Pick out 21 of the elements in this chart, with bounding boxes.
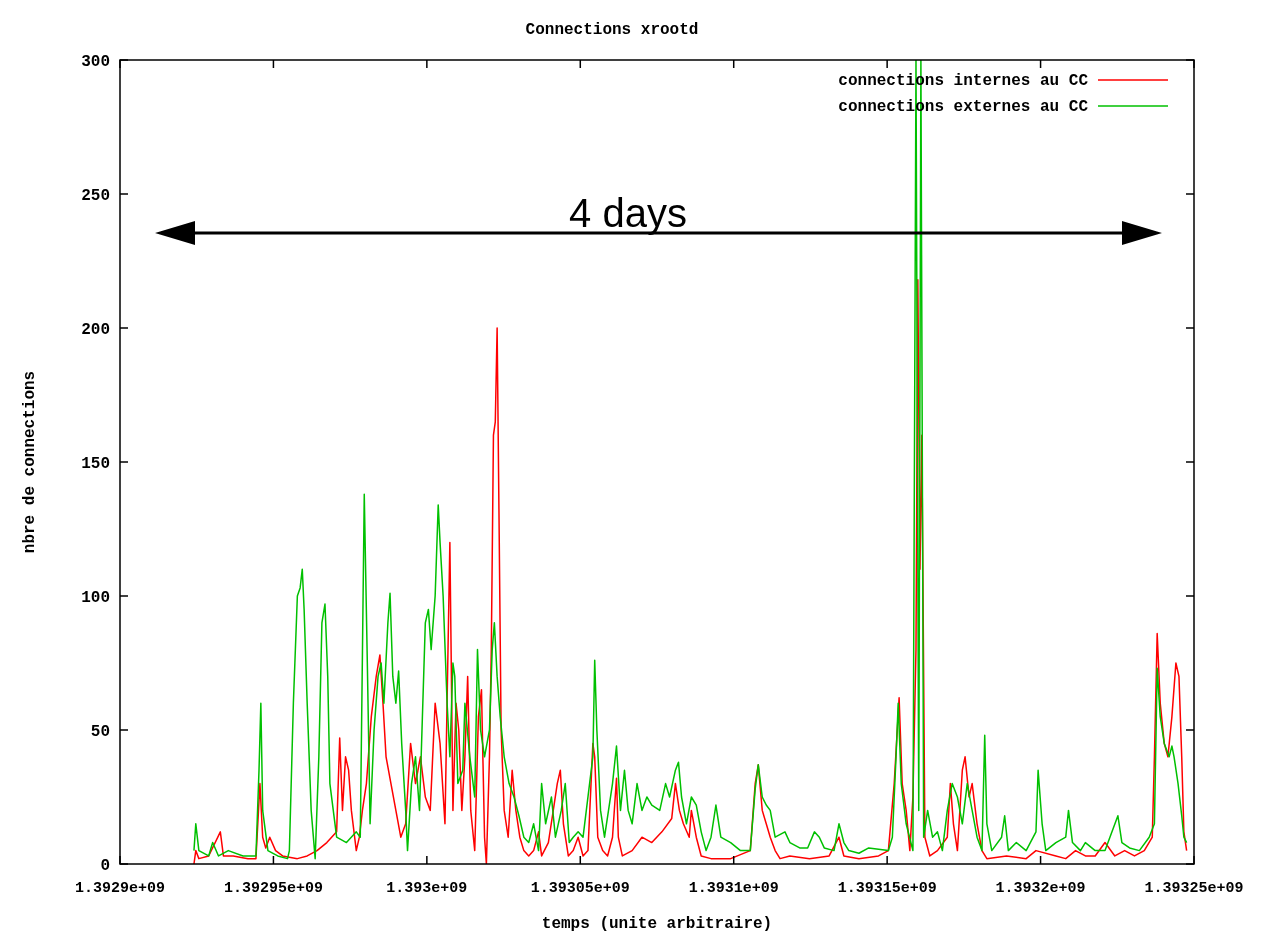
x-tick-label: 1.3931e+09 [688, 880, 779, 897]
y-tick-label: 0 [100, 857, 110, 875]
x-tick-label: 1.39295e+09 [223, 880, 323, 897]
x-tick-label: 1.3929e+09 [74, 880, 166, 897]
x-tick-label: 1.39315e+09 [837, 880, 937, 897]
x-tick-label: 1.3932e+09 [995, 880, 1086, 897]
y-axis-title: nbre de connections [21, 370, 39, 554]
y-tick-label: 300 [81, 53, 110, 71]
x-tick-label: 1.39325e+09 [1144, 880, 1244, 897]
line-series [193, 279, 1188, 864]
y-tick-label: 200 [81, 321, 110, 339]
y-tick-label: 50 [90, 723, 110, 741]
y-tick-label: 250 [81, 187, 110, 205]
annotation: 4 days [569, 191, 687, 235]
chart-title: Connections xrootd [525, 21, 699, 39]
y-tick-label: 150 [81, 455, 110, 473]
line-series [193, 60, 1188, 860]
x-tick-label: 1.39305e+09 [530, 880, 630, 897]
y-tick-label: 100 [81, 589, 110, 607]
x-tick-label: 1.393e+09 [386, 880, 468, 897]
x-axis-title: temps (unite arbitraire) [541, 915, 773, 933]
